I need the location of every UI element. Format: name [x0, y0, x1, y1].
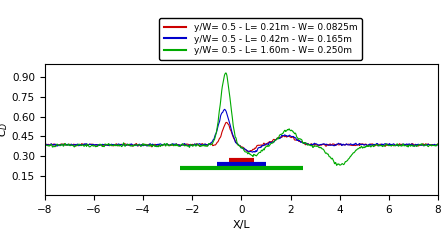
- Y-axis label: $C_D$: $C_D$: [0, 122, 10, 137]
- X-axis label: X/L: X/L: [232, 220, 250, 230]
- Legend: y/W= 0.5 - L= 0.21m - W= 0.0825m, y/W= 0.5 - L= 0.42m - W= 0.165m, y/W= 0.5 - L=: y/W= 0.5 - L= 0.21m - W= 0.0825m, y/W= 0…: [159, 18, 362, 60]
